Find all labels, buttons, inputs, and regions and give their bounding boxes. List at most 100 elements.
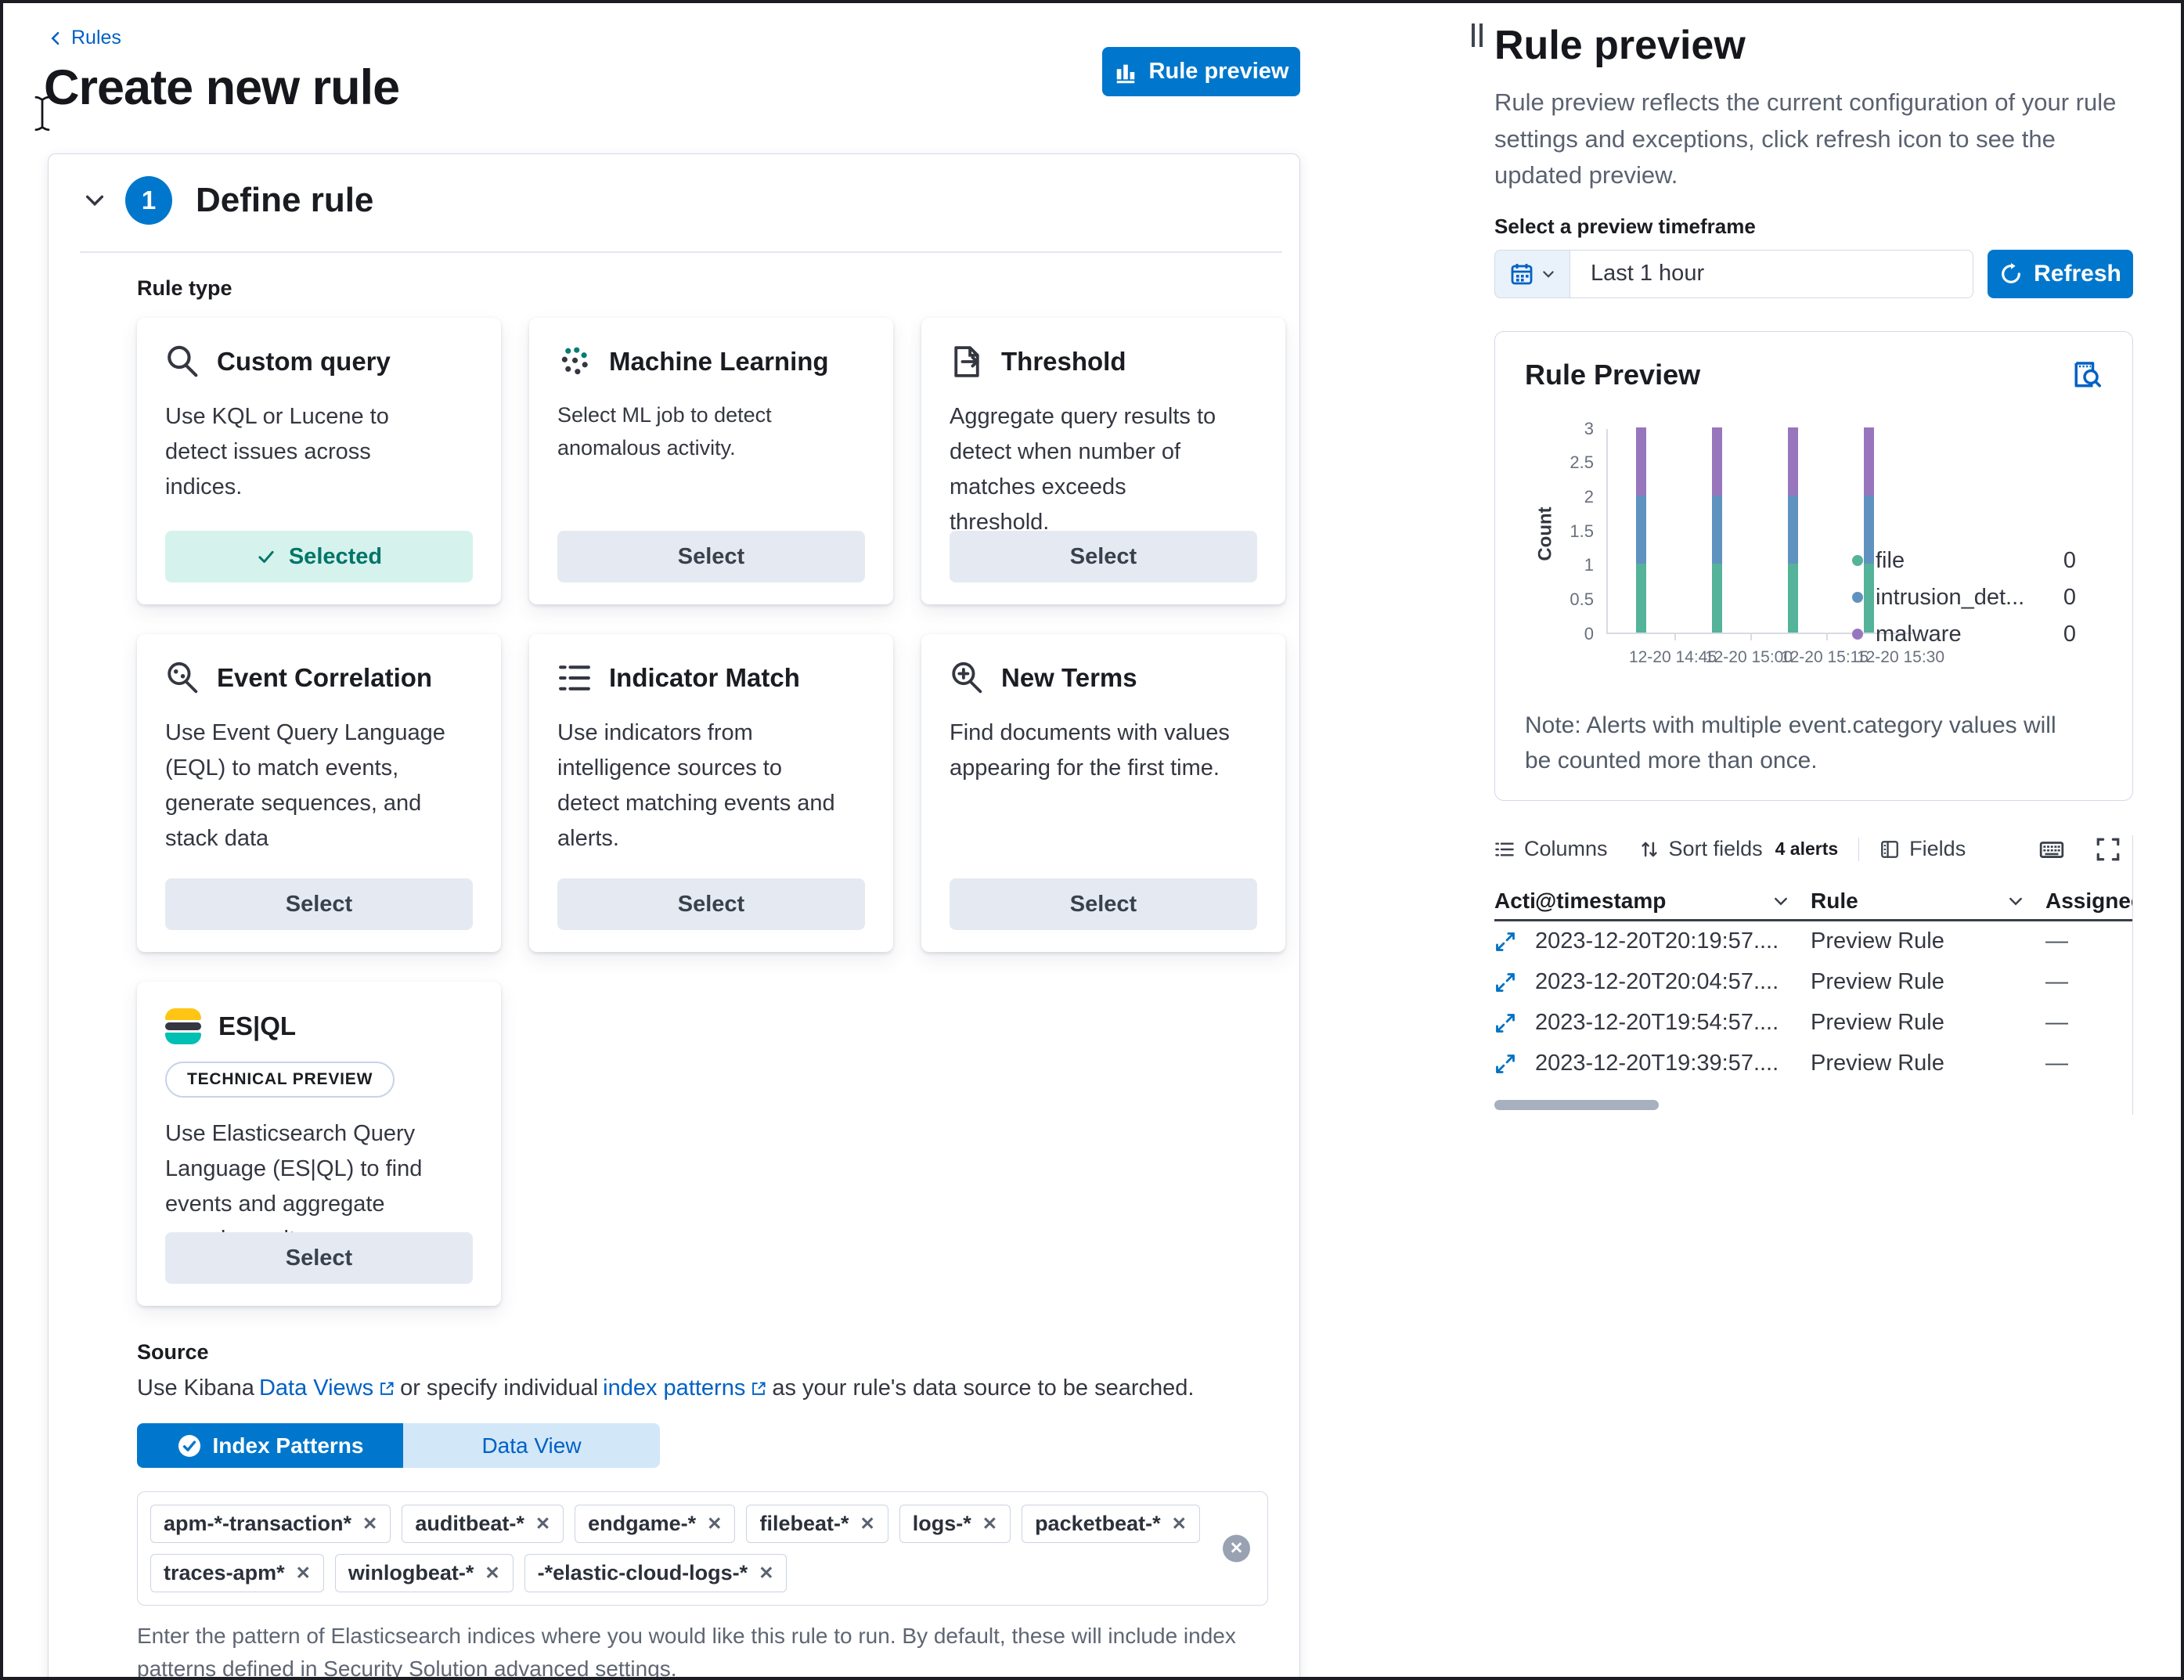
horizontal-scrollbar[interactable] <box>1494 1099 1659 1110</box>
column-header-actions: Acti... <box>1494 889 1535 913</box>
index-pattern-chip[interactable]: filebeat-* ✕ <box>746 1505 888 1543</box>
index-pattern-chip[interactable]: endgame-* ✕ <box>575 1505 736 1543</box>
remove-icon[interactable]: ✕ <box>982 1513 998 1534</box>
search-icon <box>165 344 200 379</box>
check-icon <box>256 546 276 567</box>
indicator-match-select-button[interactable]: Select <box>557 878 865 930</box>
alert-row: 2023-12-20T19:39:57.... Preview Rule — <box>1494 1044 2132 1084</box>
index-pattern-chip[interactable]: traces-apm* ✕ <box>150 1554 324 1592</box>
expand-alert-icon[interactable] <box>1494 972 1535 993</box>
panel-resize-handle[interactable] <box>1472 23 1483 47</box>
card-esql: ES|QL TECHNICAL PREVIEW Use Elasticsearc… <box>137 982 501 1306</box>
elastic-logo <box>165 1008 201 1044</box>
x-axis-tick <box>1750 632 1752 640</box>
machine-learning-select-button[interactable]: Select <box>557 531 865 582</box>
flyout-title: Rule preview <box>1494 23 1746 68</box>
index-pattern-chip[interactable]: logs-* ✕ <box>899 1505 1011 1543</box>
rule-preview-panel: Rule Preview Count 0 0.5 1 1.5 2 2.5 3 12-20 1… <box>1494 330 2133 801</box>
event-correlation-select-button[interactable]: Select <box>165 878 473 930</box>
rule-type-cards: Custom query Use KQL or Lucene to detect… <box>137 318 1285 1306</box>
index-pattern-chip[interactable]: winlogbeat-* ✕ <box>334 1554 514 1592</box>
alerts-table: Columns Sort fields 4 alerts Fields <box>1494 835 2133 1115</box>
x-tick-label: 12-20 15:30 <box>1856 647 1945 666</box>
column-header-rule[interactable]: Rule <box>1811 889 2045 914</box>
y-tick-label: 0 <box>1584 623 1594 644</box>
card-description: Find documents with values appearing for… <box>950 720 1230 781</box>
clear-all-icon[interactable]: ✕ <box>1223 1534 1250 1563</box>
calendar-button[interactable] <box>1494 249 1570 298</box>
inspect-icon[interactable] <box>2071 359 2103 391</box>
columns-button[interactable]: Columns <box>1494 837 1608 861</box>
remove-icon[interactable]: ✕ <box>535 1513 551 1534</box>
plot-area <box>1606 427 1913 640</box>
data-views-link[interactable]: Data Views <box>259 1375 395 1401</box>
card-title: Threshold <box>1001 347 1126 376</box>
legend-item[interactable]: malware 0 <box>1852 622 2076 647</box>
card-title: Indicator Match <box>609 663 800 692</box>
alert-row: 2023-12-20T19:54:57.... Preview Rule — <box>1494 1003 2132 1044</box>
card-machine-learning: Machine Learning Select ML job to detect… <box>529 318 893 604</box>
column-header-assignees: Assignees <box>2045 889 2132 913</box>
index-pattern-chip[interactable]: packetbeat-* ✕ <box>1022 1505 1200 1543</box>
tab-data-view[interactable]: Data View <box>403 1423 660 1468</box>
technical-preview-badge: TECHNICAL PREVIEW <box>165 1062 395 1098</box>
stacked-bar <box>1864 427 1874 633</box>
source-description: Use Kibana Data Views or specify individ… <box>137 1375 1195 1401</box>
index-patterns-input[interactable]: apm-*-transaction* ✕ auditbeat-* ✕ endgame… <box>137 1491 1268 1606</box>
remove-icon[interactable]: ✕ <box>485 1563 500 1583</box>
legend-dot <box>1852 629 1863 640</box>
legend-value: 0 <box>2063 584 2076 610</box>
esql-select-button[interactable]: Select <box>165 1232 473 1284</box>
stacked-bar <box>1788 427 1798 633</box>
chart-legend: file 0 intrusion_det... 0 malware 0 <box>1852 548 2076 647</box>
card-new-terms: New Terms Find documents with values app… <box>921 634 1285 952</box>
index-patterns-link[interactable]: index patterns <box>603 1375 767 1401</box>
y-tick-label: 3 <box>1584 418 1594 438</box>
index-pattern-chip[interactable]: auditbeat-* ✕ <box>402 1505 564 1543</box>
index-pattern-chip[interactable]: -*elastic-cloud-logs-* ✕ <box>524 1554 787 1592</box>
eql-search-icon <box>165 661 200 695</box>
divider <box>1858 837 1860 861</box>
remove-icon[interactable]: ✕ <box>759 1563 774 1583</box>
legend-value: 0 <box>2063 547 2076 573</box>
preview-histogram: Count 0 0.5 1 1.5 2 2.5 3 12-20 14:45 12-20 15:… <box>1525 419 2103 680</box>
expand-alert-icon[interactable] <box>1494 931 1535 953</box>
expand-alert-icon[interactable] <box>1494 1012 1535 1034</box>
refresh-button[interactable]: Refresh <box>1988 249 2133 298</box>
chevron-down-icon[interactable] <box>83 189 106 212</box>
custom-query-selected-button[interactable]: Selected <box>165 531 473 582</box>
sort-fields-button[interactable]: Sort fields <box>1639 837 1763 861</box>
columns-icon <box>1494 839 1515 860</box>
legend-label: file <box>1876 547 1905 573</box>
remove-icon[interactable]: ✕ <box>707 1513 723 1534</box>
stacked-bar <box>1636 427 1646 633</box>
x-axis-tick <box>1674 632 1676 640</box>
expand-alert-icon[interactable] <box>1494 1053 1535 1075</box>
rule-preview-button[interactable]: Rule preview <box>1102 47 1300 96</box>
remove-icon[interactable]: ✕ <box>295 1563 311 1583</box>
new-terms-select-button[interactable]: Select <box>950 878 1257 930</box>
timeframe-input[interactable]: Last 1 hour <box>1570 249 1973 298</box>
legend-item[interactable]: file 0 <box>1852 548 2076 574</box>
remove-icon[interactable]: ✕ <box>362 1513 378 1534</box>
legend-label: malware <box>1876 621 1962 647</box>
column-header-timestamp[interactable]: @timestamp <box>1535 889 1811 914</box>
y-axis-ticks: 0 0.5 1 1.5 2 2.5 3 <box>1548 419 1594 644</box>
legend-item[interactable]: intrusion_det... 0 <box>1852 585 2076 611</box>
card-title: Event Correlation <box>217 663 433 692</box>
fields-button[interactable]: Fields <box>1879 837 1966 861</box>
keyboard-shortcuts-icon[interactable] <box>2038 836 2065 863</box>
sort-icon <box>1639 839 1660 860</box>
flyout-description: Rule preview reflects the current config… <box>1494 88 2117 189</box>
tab-index-patterns[interactable]: Index Patterns <box>137 1423 403 1468</box>
legend-dot <box>1852 592 1863 603</box>
chevron-down-icon <box>1541 266 1556 282</box>
threshold-select-button[interactable]: Select <box>950 531 1257 582</box>
y-tick-label: 2.5 <box>1570 452 1594 473</box>
remove-icon[interactable]: ✕ <box>860 1513 875 1534</box>
index-pattern-chip[interactable]: apm-*-transaction* ✕ <box>150 1505 391 1543</box>
card-description: Use indicators from intelligence sources… <box>557 720 835 851</box>
remove-icon[interactable]: ✕ <box>1171 1513 1187 1534</box>
breadcrumb-rules[interactable]: Rules <box>48 27 121 49</box>
fullscreen-icon[interactable] <box>2095 836 2121 863</box>
